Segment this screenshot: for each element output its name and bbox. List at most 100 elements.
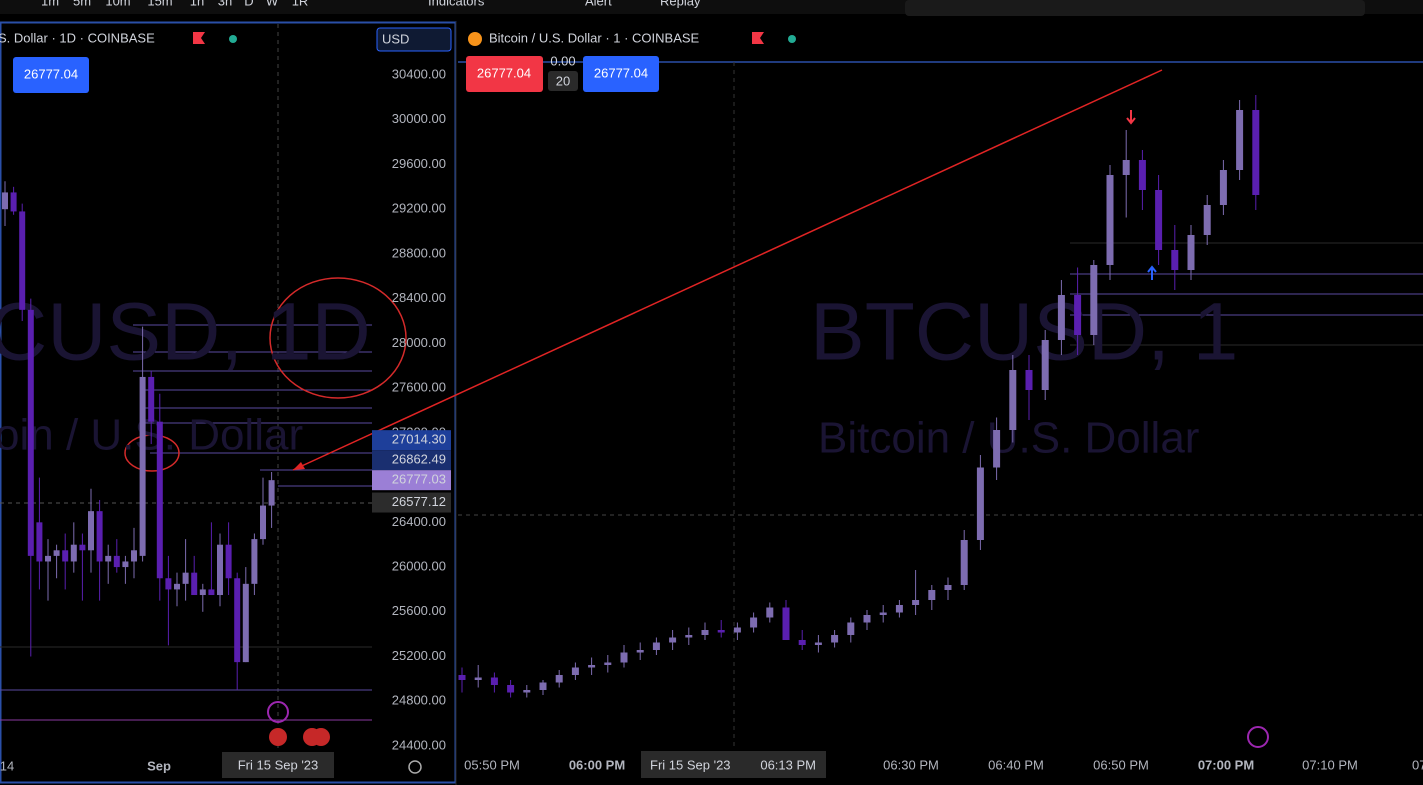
candle-body [2, 192, 8, 210]
candle-body [620, 652, 628, 663]
candle-body [863, 615, 871, 623]
candle-body [831, 635, 839, 643]
qty-box[interactable] [548, 71, 578, 91]
currency-select[interactable] [376, 27, 452, 52]
drawing-toolbar [905, 0, 1365, 16]
interval[interactable]: 3h [218, 0, 232, 8]
price-label-bg [372, 430, 451, 451]
x-tick-label: 07 [1412, 757, 1423, 772]
trend-arrow [292, 69, 1163, 471]
interval[interactable]: 1h [190, 0, 204, 8]
buy-button[interactable] [583, 56, 659, 92]
candle-body [717, 630, 725, 633]
candle-body [199, 589, 206, 596]
price-label-bg [372, 450, 451, 471]
candle-body [174, 583, 180, 590]
x-tick-label: 06:30 PM [883, 757, 939, 772]
candle-body [960, 540, 968, 585]
candle-body [928, 590, 936, 600]
candle-body [79, 544, 86, 551]
candle-body [912, 600, 920, 605]
sell-button[interactable] [466, 56, 543, 92]
candle-body [242, 583, 249, 663]
y-tick-label: 30000.00 [392, 111, 446, 126]
interval[interactable]: D [244, 0, 253, 8]
currency[interactable]: USD [382, 31, 409, 46]
candle-body [604, 662, 612, 665]
interval[interactable]: 10m [105, 0, 130, 8]
coin-icon [468, 32, 482, 46]
candle-body [139, 376, 146, 556]
candle-body [45, 555, 51, 562]
candle-body [156, 421, 163, 579]
candle-body [234, 578, 241, 663]
interval[interactable]: W [266, 0, 279, 8]
y-tick-label: 25600.00 [392, 603, 446, 618]
y-tick-label: 27600.00 [392, 380, 446, 395]
y-tick-label: 26000.00 [392, 559, 446, 574]
candle-body [507, 685, 515, 693]
candle-body [251, 539, 258, 584]
buy-price[interactable]: 26777.04 [594, 65, 648, 80]
crosshair-box [222, 752, 334, 778]
interval[interactable]: 1R [292, 0, 309, 8]
candle-body [539, 682, 547, 690]
y-tick-label: 28400.00 [392, 290, 446, 305]
crosshair-time: 06:13 PM [760, 757, 816, 772]
candle-body [53, 550, 60, 556]
toolbar-button[interactable]: Replay [660, 0, 701, 8]
candle-body [766, 607, 774, 618]
x-tick-label: 07:00 PM [1198, 757, 1254, 772]
event-icon [267, 701, 289, 723]
candle-body [1122, 160, 1130, 175]
y-tick-label: 28000.00 [392, 335, 446, 350]
flag [193, 32, 205, 44]
toolbar-button[interactable]: Indicators [428, 0, 485, 8]
candle-body [895, 605, 903, 613]
sell-arrow [1126, 110, 1136, 125]
candle-body [105, 555, 112, 562]
spread: 0.00 [550, 53, 575, 68]
crosshair-date: Fri 15 Sep '23 [238, 757, 319, 772]
candle-body [669, 637, 677, 643]
buy-button[interactable] [13, 57, 89, 93]
interval[interactable]: 15m [147, 0, 172, 8]
buy-price[interactable]: 26777.04 [24, 66, 78, 81]
watermark: BTCUSD, 1 [810, 287, 1238, 378]
price-label: 27014.30 [392, 432, 446, 447]
candle-body [588, 665, 596, 668]
candle-body [165, 578, 172, 590]
candle-body [191, 572, 198, 596]
candle-body [782, 607, 790, 640]
candle-body [62, 550, 69, 562]
candle-body [798, 640, 806, 645]
candle-body [1041, 340, 1049, 390]
quantity[interactable]: 20 [556, 73, 570, 88]
candle-body [1171, 250, 1179, 270]
y-tick-label: 25200.00 [392, 648, 446, 663]
crosshair-date: Fri 15 Sep '23 [650, 757, 731, 772]
watermark: Bitcoin / U.S. Dollar [818, 414, 1199, 463]
y-tick-label: 26400.00 [392, 514, 446, 529]
sell-price[interactable]: 26777.04 [477, 65, 531, 80]
candle-body [27, 309, 34, 556]
candle-body [976, 467, 984, 540]
y-tick-label: 30400.00 [392, 66, 446, 81]
candle-body [652, 642, 660, 650]
candle-body [1025, 370, 1033, 390]
settings-icon[interactable] [408, 760, 422, 774]
price-label: 26577.12 [392, 494, 446, 509]
interval[interactable]: 1m [41, 0, 59, 8]
candle-body [122, 561, 129, 568]
candle-body [1155, 190, 1163, 250]
flag [752, 32, 764, 44]
candle-body [1106, 175, 1114, 265]
toolbar-button[interactable]: Alert [585, 0, 612, 8]
candle-body [268, 480, 275, 506]
candle-body [1009, 370, 1017, 430]
interval[interactable]: 5m [73, 0, 91, 8]
candle-body [1090, 265, 1098, 335]
candle-body [1236, 110, 1244, 170]
